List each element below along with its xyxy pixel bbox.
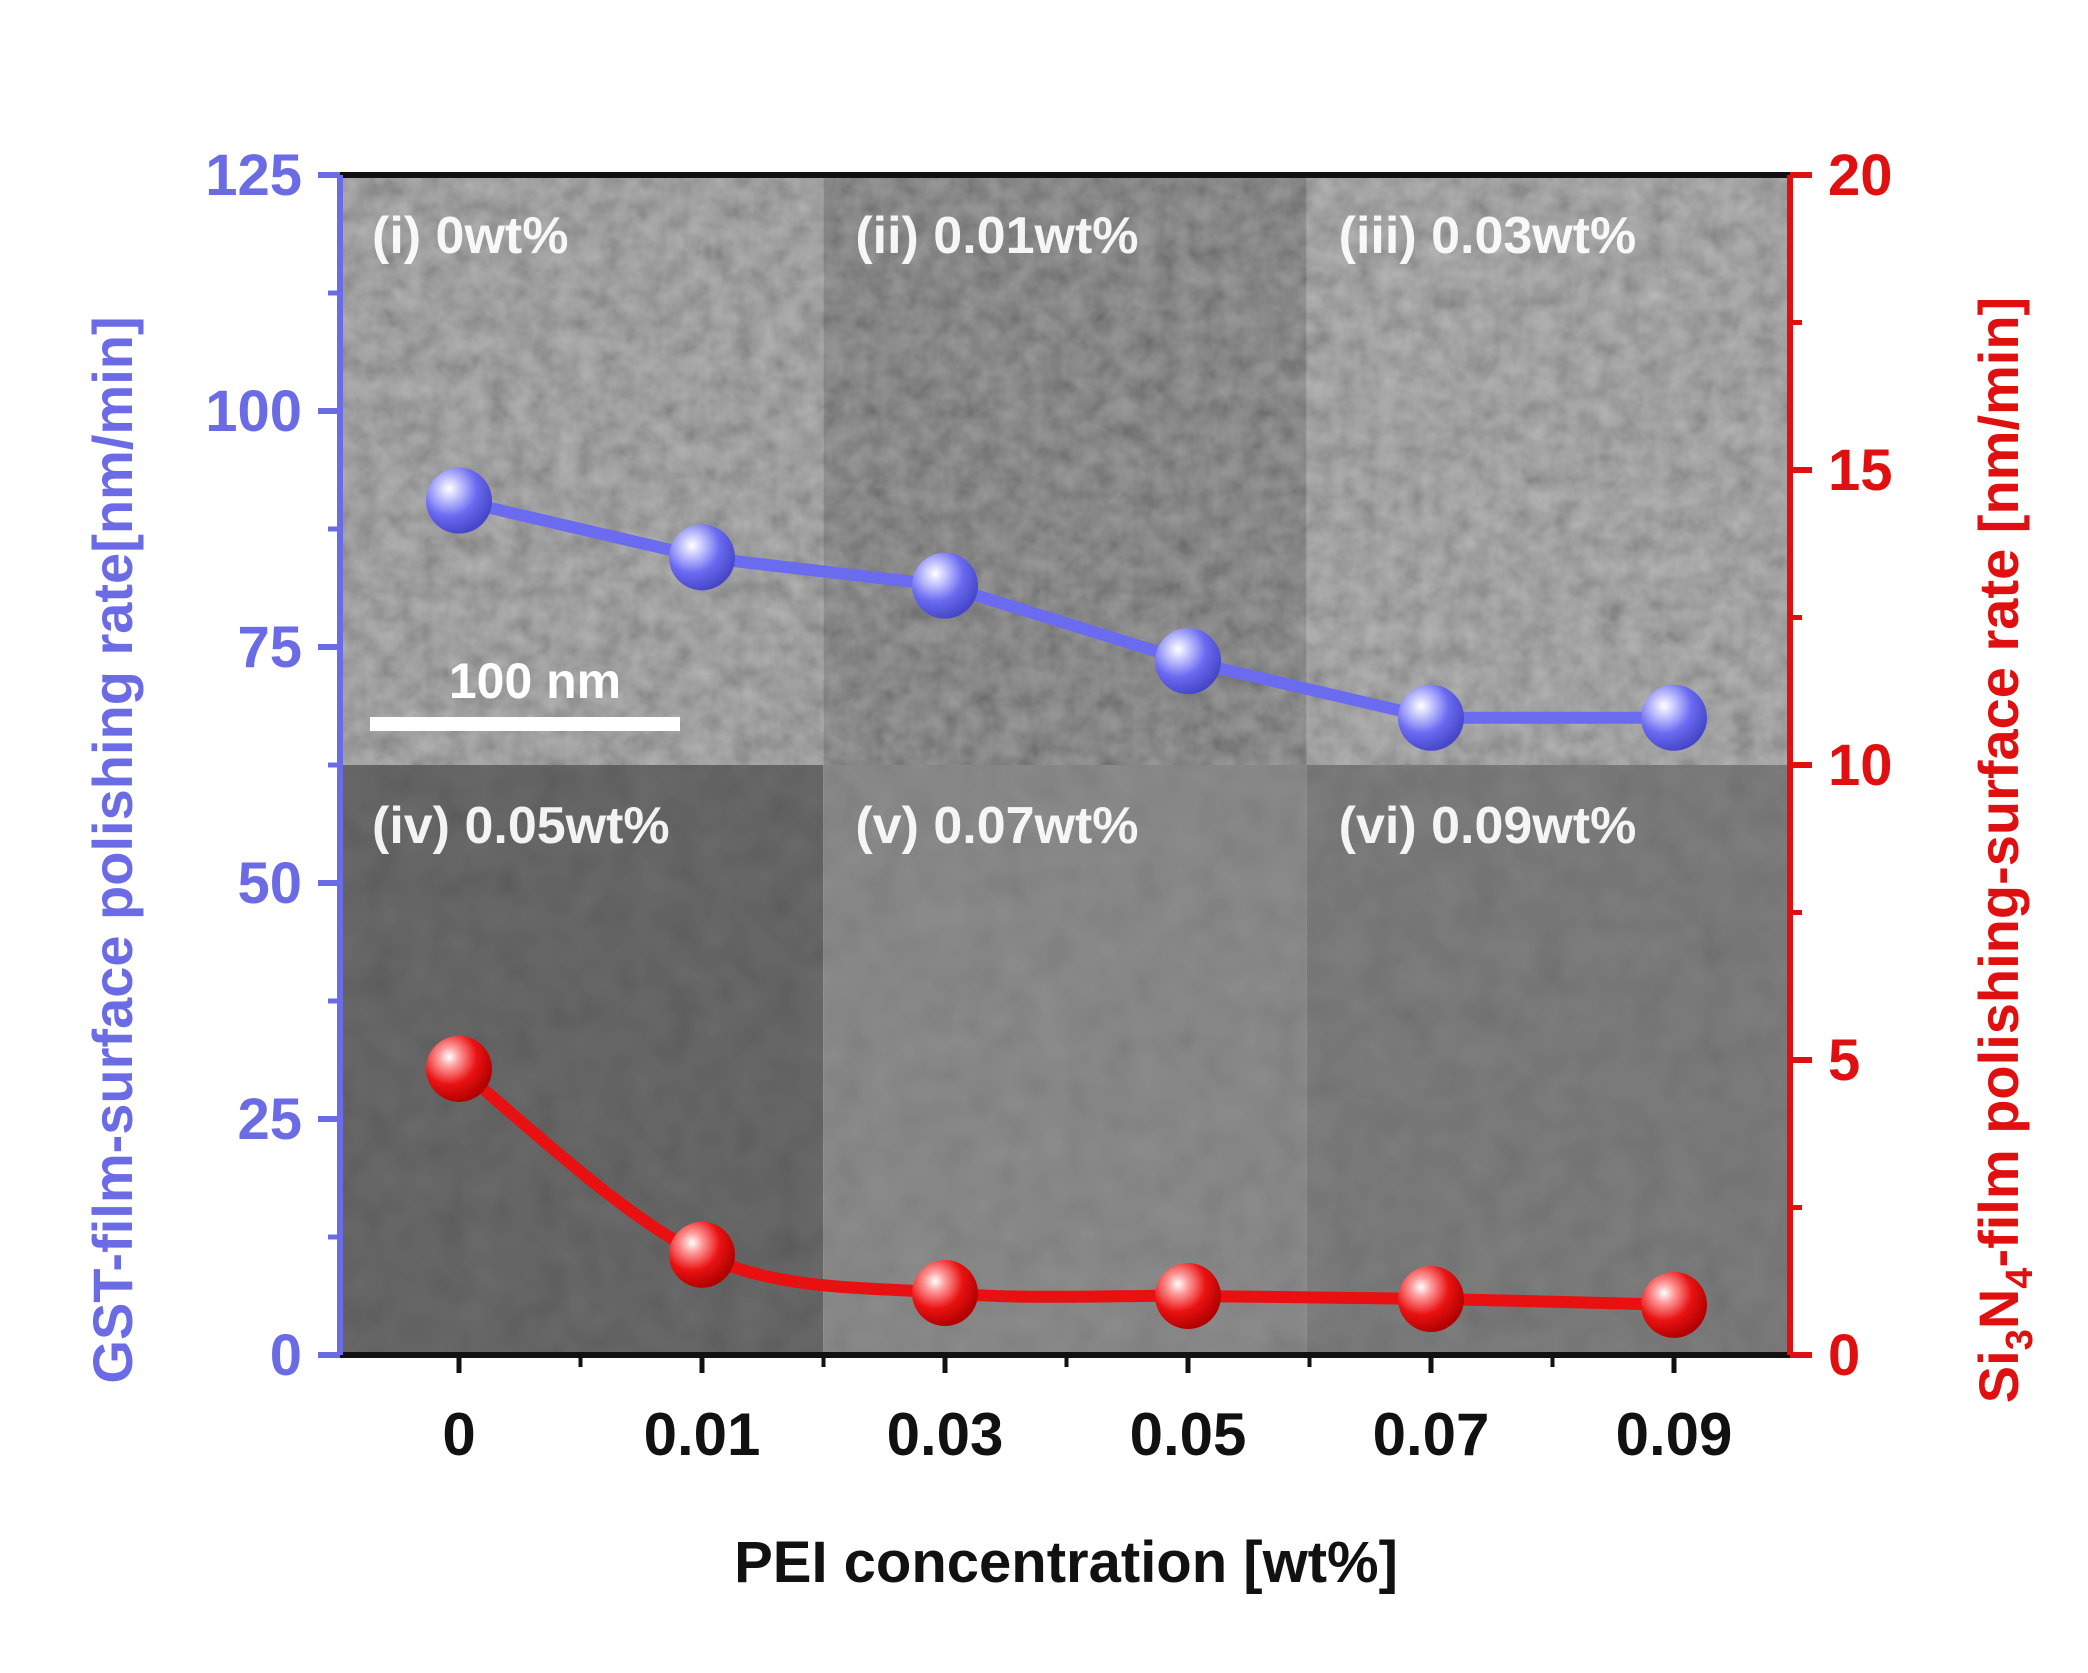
y-right-tick-label: 5: [1828, 1028, 1860, 1093]
gst-data-point: [426, 467, 492, 534]
panel-label: (iv) 0.05wt%: [372, 797, 670, 855]
si3n4-data-point: [1155, 1263, 1221, 1329]
panel-texture: [340, 765, 824, 1355]
micrograph-panels: (i) 0wt% (ii) 0.01wt% (iii) 0.03wt% (iv) 0.…: [340, 175, 1790, 1355]
y-axis-left-label: GST-film-surface polishing rate[nm/min]: [81, 316, 144, 1383]
y-right-label-suffix: -film polishing-surface rate [nm/min]: [1967, 297, 2030, 1268]
gst-data-point: [669, 524, 735, 591]
axes: 0 25 50 75 100 125 0 5 10 15 20 0 0.01 0.03 0.05 0.07 0.…: [205, 143, 1892, 1468]
x-tick-label: 0.01: [644, 1401, 761, 1468]
gst-data-point: [1155, 628, 1221, 695]
gst-series-line: [453, 494, 1680, 724]
si3n4-data-point: [426, 1035, 492, 1102]
panel-texture: [823, 765, 1307, 1355]
y-right-label-sub1: 3: [1999, 1329, 2041, 1350]
y-right-tick-label: 0: [1828, 1323, 1860, 1388]
y-right-label-mid: N: [1967, 1289, 2030, 1329]
si3n4-data-point: [1641, 1271, 1707, 1338]
si3n4-data-point: [912, 1260, 978, 1327]
gst-data-point: [912, 552, 978, 619]
x-tick-label: 0.05: [1130, 1401, 1247, 1468]
micrograph-panel: (vi) 0.09wt%: [1306, 765, 1790, 1355]
y-axis-right-label: Si3N4-film polishing-surface rate [nm/mi…: [1967, 297, 2041, 1403]
y-left-tick-label: 0: [270, 1323, 302, 1388]
panel-texture: [1306, 765, 1790, 1355]
micrograph-panel: (iii) 0.03wt%: [1306, 175, 1790, 765]
y-right-tick-label: 15: [1828, 438, 1893, 503]
y-left-tick-label: 50: [237, 851, 302, 916]
y-right-label-sub2: 4: [1999, 1268, 2041, 1289]
x-axis-label: PEI concentration [wt%]: [734, 1530, 1398, 1595]
y-left-tick-label: 25: [237, 1087, 302, 1152]
panel-texture: [1306, 175, 1790, 765]
y-left-tick-label: 125: [205, 143, 302, 208]
series-layer: [426, 467, 1707, 1338]
y-right-tick-label: 20: [1828, 143, 1893, 208]
x-tick-label: 0.03: [887, 1401, 1004, 1468]
gst-data-point: [1398, 684, 1464, 751]
y-right-tick-label: 10: [1828, 733, 1893, 798]
y-left-tick-label: 75: [237, 615, 302, 680]
y-left-tick-label: 100: [205, 379, 302, 444]
si3n4-data-point: [669, 1221, 735, 1288]
panel-label: (ii) 0.01wt%: [855, 207, 1138, 265]
micrograph-panel: (v) 0.07wt%: [823, 765, 1307, 1355]
scale-bar: [370, 717, 680, 731]
x-tick-label: 0.09: [1616, 1401, 1733, 1468]
gst-data-point: [1641, 684, 1707, 751]
micrograph-panel: (i) 0wt%: [340, 175, 824, 765]
scale-bar-label: 100 nm: [449, 653, 621, 709]
panel-label: (v) 0.07wt%: [855, 797, 1138, 855]
x-tick-label: 0.07: [1373, 1401, 1490, 1468]
x-tick-label: 0: [442, 1401, 475, 1468]
micrograph-panel: (iv) 0.05wt%: [340, 765, 824, 1355]
si3n4-data-point: [1398, 1265, 1464, 1332]
y-right-label-prefix: Si: [1967, 1350, 2030, 1403]
panel-texture: [340, 175, 824, 765]
panel-label: (vi) 0.09wt%: [1339, 797, 1637, 855]
panel-label: (iii) 0.03wt%: [1339, 207, 1637, 265]
panel-label: (i) 0wt%: [372, 207, 568, 265]
